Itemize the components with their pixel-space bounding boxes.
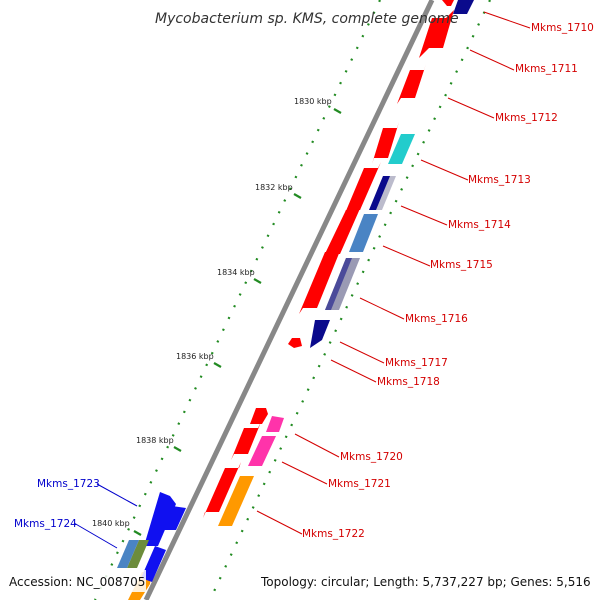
gene-arrow-mkms-1716b-inner[interactable] [325, 258, 352, 310]
gene-arrow-mkms-1724d-left[interactable] [141, 546, 166, 582]
gene-arrow-mkms-1711[interactable] [419, 10, 454, 58]
genome-backbone [143, 0, 435, 600]
gene-arrow-mkms-1722[interactable] [203, 462, 241, 518]
inner-dot-ring [209, 0, 491, 600]
gene-label-mkms-1713[interactable]: Mkms_1713 [468, 174, 531, 186]
gene-arrow-mkms-1714b-inner[interactable] [376, 176, 396, 210]
gene-label-mkms-1717[interactable]: Mkms_1717 [385, 357, 448, 369]
gene-label-mkms-1714[interactable]: Mkms_1714 [448, 219, 511, 231]
scale-label-1836: 1836 kbp [176, 352, 214, 361]
gene-arrow-mkms-1723-left[interactable] [144, 492, 176, 546]
gene-arrow-mkms-1718-inner[interactable] [310, 320, 330, 348]
gene-arrow-mkms-1717[interactable] [288, 338, 302, 348]
gene-arrow-mkms-1721[interactable] [231, 422, 261, 460]
gene-label-mkms-1718[interactable]: Mkms_1718 [377, 376, 440, 388]
topology-text: Topology: circular; Length: 5,737,227 bp… [260, 575, 591, 589]
scale-label-1832: 1832 kbp [255, 183, 293, 192]
gene-label-mkms-1710[interactable]: Mkms_1710 [531, 22, 594, 34]
accession-text: Accession: NC_008705 [9, 575, 145, 589]
leader-lines-right [256, 11, 531, 535]
gene-label-mkms-1720[interactable]: Mkms_1720 [340, 451, 403, 463]
gene-arrow-mkms-1722-inner[interactable] [218, 476, 254, 526]
gene-label-mkms-1716[interactable]: Mkms_1716 [405, 313, 468, 325]
gene-arrow-mkms-1714[interactable] [343, 162, 381, 218]
gene-label-mkms-1723[interactable]: Mkms_1723 [37, 478, 100, 490]
gene-arrow-mkms-1710[interactable] [442, 0, 454, 6]
gene-label-mkms-1711[interactable]: Mkms_1711 [515, 63, 578, 75]
gene-arrow-mkms-1720-inner[interactable] [266, 416, 284, 432]
gene-arrow-mkms-1724c-left[interactable] [117, 540, 139, 568]
scale-label-1840: 1840 kbp [92, 519, 130, 528]
scale-label-1834: 1834 kbp [217, 268, 255, 277]
gene-arrow-mkms-1724b-left[interactable] [127, 540, 149, 568]
leader-lines-left [73, 483, 138, 549]
gene-track-inner [218, 0, 474, 526]
gene-label-mkms-1715[interactable]: Mkms_1715 [430, 259, 493, 271]
scale-ticks [133, 108, 342, 536]
gene-track-left [117, 492, 186, 582]
gene-arrow-mkms-1713[interactable] [372, 122, 399, 164]
gene-label-mkms-1724[interactable]: Mkms_1724 [14, 518, 77, 530]
scale-label-1830: 1830 kbp [294, 97, 332, 106]
gene-arrow-mkms-1715-inner[interactable] [349, 214, 378, 252]
gene-arrow-mkms-1712[interactable] [397, 64, 426, 104]
genome-title: Mycobacterium sp. KMS, complete genome [155, 11, 459, 27]
gene-arrow-mkms-1715[interactable] [322, 204, 362, 260]
gene-arrow-mkms-1721-inner[interactable] [248, 436, 276, 466]
gene-arrow-mkms-1716[interactable] [299, 246, 342, 314]
gene-label-mkms-1722[interactable]: Mkms_1722 [302, 528, 365, 540]
scale-label-1838: 1838 kbp [136, 436, 174, 445]
gene-arrow-mkms-1724a-left[interactable] [162, 506, 186, 530]
gene-label-mkms-1712[interactable]: Mkms_1712 [495, 112, 558, 124]
gene-label-mkms-1721[interactable]: Mkms_1721 [328, 478, 391, 490]
gene-arrow-mkms-1720[interactable] [250, 408, 268, 424]
gene-arrow-mkms-1710-inner[interactable] [453, 0, 474, 14]
gene-arrow-mkms-1713-inner[interactable] [388, 134, 415, 164]
